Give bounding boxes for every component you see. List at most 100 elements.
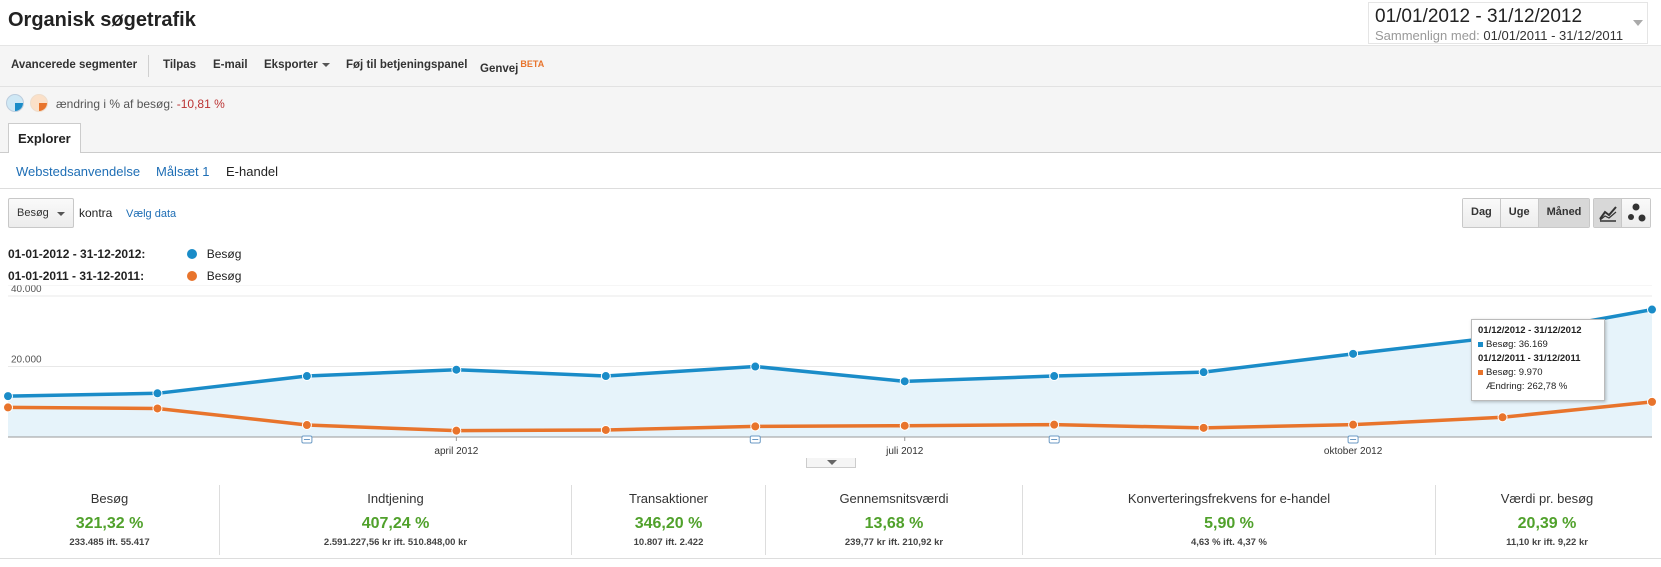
- scorecard-value: 321,32 %: [75, 515, 144, 532]
- shortcut-button[interactable]: Genvej BETA: [480, 59, 544, 75]
- legend-label: Besøg: [206, 269, 242, 283]
- email-button[interactable]: E-mail: [213, 59, 248, 71]
- tooltip-value-b: Besøg: 9.970: [1478, 366, 1598, 380]
- data-point: [301, 371, 312, 382]
- metric-select[interactable]: Besøg: [8, 198, 74, 228]
- data-point: [600, 424, 611, 435]
- date-range: 01/01/2012 - 31/12/2012: [1375, 6, 1583, 27]
- scorecard-sub: 233.485 ift. 55.417: [69, 537, 150, 548]
- scorecard-value: 346,20 %: [634, 515, 703, 532]
- data-point: [1198, 422, 1209, 433]
- tooltip-range-b: 01/12/2011 - 31/12/2011: [1478, 353, 1581, 364]
- x-tick-label: april 2012: [434, 446, 478, 457]
- data-point: [1647, 396, 1657, 407]
- period-week-button[interactable]: Uge: [1500, 199, 1539, 227]
- add-to-dashboard-button[interactable]: Føj til betjeningspanel: [346, 59, 468, 71]
- chart-tooltip: 01/12/2012 - 31/12/2012 Besøg: 36.169 01…: [1471, 319, 1605, 401]
- scorecard-visits[interactable]: Besøg 321,32 % 233.485 ift. 55.417: [0, 485, 219, 555]
- metric-select-value: Besøg: [17, 207, 49, 219]
- scorecard-divider: [571, 485, 572, 555]
- data-point: [1647, 304, 1657, 315]
- scorecard-revenue[interactable]: Indtjening 407,24 % 2.591.227,56 kr ift.…: [220, 485, 571, 555]
- tooltip-range-a: 01/12/2012 - 31/12/2012: [1478, 325, 1582, 336]
- scorecard-average-value[interactable]: Gennemsnitsværdi 13,68 % 239,77 kr ift. …: [766, 485, 1022, 555]
- series-area: [8, 309, 1652, 437]
- choose-data-link[interactable]: Vælg data: [126, 208, 177, 220]
- chevron-down-icon: [57, 212, 65, 216]
- data-point: [152, 403, 163, 414]
- line-chart-icon[interactable]: [1594, 199, 1622, 227]
- y-tick-label: 20.000: [11, 355, 42, 366]
- x-tick-label: juli 2012: [885, 446, 924, 457]
- shortcut-label: Genvej: [480, 62, 519, 75]
- compare-range-value: 01/01/2011 - 31/12/2011: [1483, 28, 1624, 43]
- export-button[interactable]: Eksporter: [264, 59, 330, 71]
- x-tick-label: oktober 2012: [1324, 446, 1383, 457]
- data-point: [899, 376, 910, 387]
- data-point: [1348, 419, 1359, 430]
- line-chart: 40.000 20.000 april 2012 juli 2012 oktober 2…: [0, 285, 1661, 460]
- segment-change-value: -10,81 %: [176, 97, 225, 111]
- customize-button[interactable]: Tilpas: [163, 59, 197, 71]
- chart-type-toggle: [1593, 198, 1651, 228]
- data-point: [1497, 412, 1508, 423]
- legend-range: 01-01-2012 - 31-12-2012:: [8, 247, 146, 261]
- period-day-button[interactable]: Dag: [1463, 199, 1501, 227]
- scorecard-title: Indtjening: [367, 491, 424, 506]
- subtab-ecommerce[interactable]: E-handel: [226, 164, 279, 179]
- data-point: [750, 421, 761, 432]
- segment-bar: ændring i % af besøg: -10,81 %: [0, 87, 1661, 120]
- subtab-goal-set-1[interactable]: Målsæt 1: [156, 164, 210, 179]
- scorecard-title: Besøg: [90, 491, 129, 506]
- subtab-site-usage[interactable]: Webstedsanvendelse: [16, 164, 141, 179]
- legend-item: 01-01-2012 - 31-12-2012: Besøg: [8, 247, 241, 261]
- data-point: [1198, 367, 1209, 378]
- legend-label: Besøg: [206, 247, 242, 261]
- beta-badge: BETA: [520, 59, 545, 69]
- toolbar-divider: [148, 55, 149, 77]
- scorecard-sub: 239,77 kr ift. 210,92 kr: [844, 537, 944, 548]
- data-point: [3, 402, 13, 413]
- scorecard-transactions[interactable]: Transaktioner 346,20 % 10.807 ift. 2.422: [572, 485, 765, 555]
- legend-range: 01-01-2011 - 31-12-2011:: [8, 269, 145, 283]
- scorecard-conversion-rate[interactable]: Konverteringsfrekvens for e-handel 5,90 …: [1023, 485, 1435, 555]
- chevron-down-icon: [1633, 20, 1643, 26]
- tab-explorer[interactable]: Explorer: [8, 123, 81, 154]
- period-toggle: Dag Uge Måned: [1462, 198, 1591, 228]
- scorecard-title: Gennemsnitsværdi: [839, 491, 949, 506]
- report-header: Organisk søgetrafik 01/01/2012 - 31/12/2…: [0, 0, 1661, 46]
- date-range-picker[interactable]: 01/01/2012 - 31/12/2012 Sammenlign med: …: [1368, 2, 1648, 44]
- scorecard-value: 407,24 %: [361, 515, 430, 532]
- compare-range: Sammenlign med: 01/01/2011 - 31/12/2011: [1375, 28, 1623, 43]
- chart-collapse-handle[interactable]: [806, 458, 856, 468]
- scorecard-value: 5,90 %: [1204, 515, 1254, 532]
- chevron-down-icon: [321, 62, 330, 67]
- scorecard-title: Transaktioner: [629, 491, 708, 506]
- data-point: [750, 361, 761, 372]
- data-point: [451, 425, 462, 436]
- segment-pie-icon[interactable]: [30, 94, 48, 112]
- report-tabs: Explorer: [0, 120, 1661, 154]
- scorecard-sub: 2.591.227,56 kr ift. 510.848,00 kr: [323, 537, 468, 548]
- report-toolbar: Avancerede segmenter Tilpas E-mail Ekspo…: [0, 46, 1661, 87]
- scorecard-value: 20,39 %: [1517, 515, 1577, 532]
- tooltip-value-a: Besøg: 36.169: [1478, 338, 1598, 352]
- tooltip-change: Ændring: 262,78 %: [1486, 381, 1568, 392]
- series-line: [7, 400, 1653, 433]
- segment-change: ændring i % af besøg: -10,81 %: [56, 97, 225, 111]
- segment-pie-icon[interactable]: [6, 94, 24, 112]
- legend-item: 01-01-2011 - 31-12-2011: Besøg: [8, 269, 241, 283]
- scorecard-sub: 4,63 % ift. 4,37 %: [1190, 537, 1268, 548]
- data-point: [301, 420, 312, 431]
- data-point: [899, 420, 910, 431]
- period-month-button[interactable]: Måned: [1538, 199, 1590, 227]
- series-line: [7, 307, 1653, 398]
- y-tick-label: 40.000: [11, 285, 42, 295]
- motion-chart-icon[interactable]: [1622, 199, 1650, 227]
- scorecard-value-per-visit[interactable]: Værdi pr. besøg 20,39 % 11,10 kr ift. 9,…: [1436, 485, 1658, 555]
- scorecard-sub: 11,10 kr ift. 9,22 kr: [1506, 537, 1588, 548]
- advanced-segments-button[interactable]: Avancerede segmenter: [11, 59, 138, 71]
- scorecards: Besøg 321,32 % 233.485 ift. 55.417 Indtj…: [0, 475, 1661, 559]
- explorer-subtabs: Webstedsanvendelse Målsæt 1 E-handel: [0, 153, 1661, 189]
